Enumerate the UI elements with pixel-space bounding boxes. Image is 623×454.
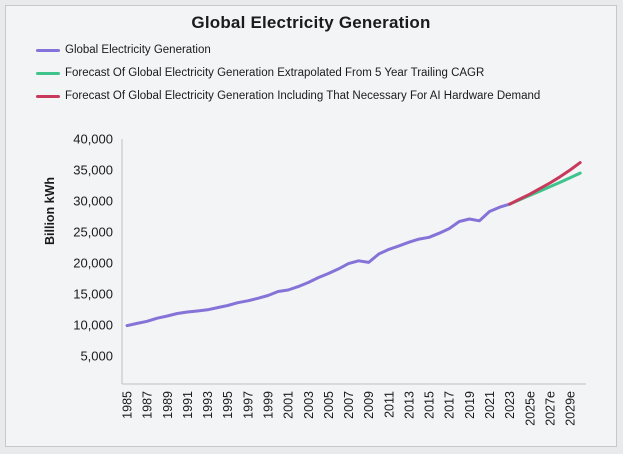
- legend-line-green-icon: [36, 71, 60, 75]
- legend-label-ai-forecast: Forecast Of Global Electricity Generatio…: [65, 90, 541, 102]
- y-tick-label: 40,000: [73, 132, 113, 147]
- y-tick-label: 10,000: [73, 318, 113, 333]
- x-tick-label: 2019: [463, 391, 477, 419]
- chart-title: Global Electricity Generation: [191, 13, 431, 32]
- x-tick-label: 2023: [503, 391, 517, 419]
- x-tick-label: 1985: [121, 391, 135, 419]
- x-tick-label: 1989: [161, 391, 175, 419]
- x-tick-label: 2017: [443, 391, 457, 419]
- x-tick-label: 2027e: [543, 391, 557, 426]
- legend-label-actual: Global Electricity Generation: [65, 44, 211, 56]
- x-tick-label: 2029e: [564, 391, 578, 426]
- legend-line-red-icon: [36, 94, 60, 98]
- legend-item-ai-forecast: Forecast Of Global Electricity Generatio…: [36, 90, 540, 102]
- x-tick-label: 2001: [282, 391, 296, 419]
- x-tick-label: 2009: [362, 391, 376, 419]
- x-tick-label: 2025e: [523, 391, 537, 426]
- legend: Global Electricity Generation Forecast O…: [36, 44, 540, 102]
- x-tick-label: 2011: [382, 391, 396, 418]
- x-tick-label: 2005: [322, 391, 336, 419]
- y-tick-label: 20,000: [73, 256, 113, 271]
- line-chart: 40,000 35,000 30,000 25,000 20,000 15,000 10,0…: [73, 132, 586, 426]
- x-tick-label: 1997: [241, 391, 255, 419]
- x-tick-label: 2003: [302, 391, 316, 419]
- y-tick-label: 15,000: [73, 287, 113, 302]
- x-tick-label: 2015: [423, 391, 437, 419]
- y-tick-label: 30,000: [73, 194, 113, 209]
- series-line-0: [125, 202, 512, 328]
- legend-item-actual: Global Electricity Generation: [36, 44, 540, 56]
- x-tick-label: 1993: [201, 391, 215, 419]
- x-tick-label: 1995: [221, 391, 235, 419]
- x-tick-label: 2007: [342, 391, 356, 419]
- legend-line-purple-icon: [36, 48, 60, 52]
- x-tick-label: 1991: [181, 391, 195, 419]
- y-tick-label: 25,000: [73, 225, 113, 240]
- series-line-2: [508, 161, 582, 206]
- legend-label-cagr-forecast: Forecast Of Global Electricity Generatio…: [65, 67, 485, 79]
- legend-item-cagr-forecast: Forecast Of Global Electricity Generatio…: [36, 67, 540, 79]
- y-tick-label: 35,000: [73, 163, 113, 178]
- chart-panel: Global Electricity Generation Global Ele…: [5, 5, 617, 447]
- x-tick-label: 1987: [141, 391, 155, 419]
- x-tick-label: 2021: [483, 391, 497, 419]
- x-tick-label: 1999: [261, 391, 275, 419]
- x-tick-label: 2013: [402, 391, 416, 419]
- y-tick-label: 5,000: [80, 349, 113, 364]
